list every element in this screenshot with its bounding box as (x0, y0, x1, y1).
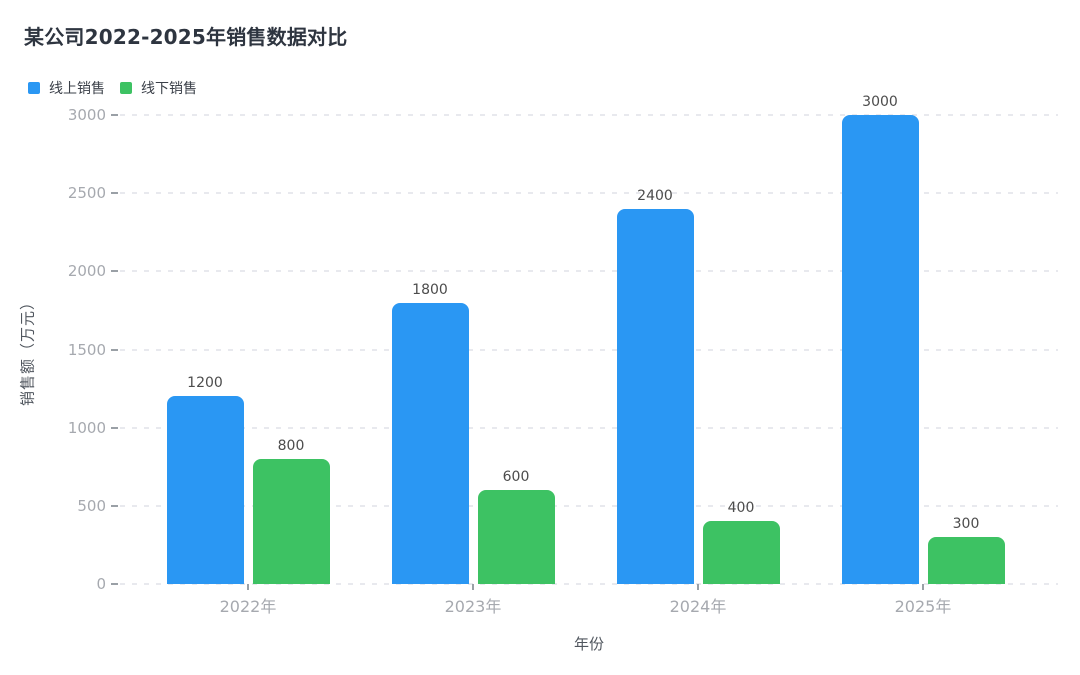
y-tick-mark-icon (111, 270, 118, 273)
bar-value-label: 600 (502, 469, 530, 486)
x-tick-mark-icon (247, 584, 249, 590)
bar-offline-2024年: 400 (702, 500, 780, 584)
bar-value-label: 300 (952, 516, 980, 533)
bar-offline-2022年: 800 (252, 438, 330, 584)
y-tick-label-2500: 2500 (67, 184, 106, 203)
bar-value-label: 1800 (412, 281, 448, 298)
legend: 线上销售 线下销售 (28, 78, 197, 98)
y-tick-mark-icon (111, 426, 118, 429)
x-tick-mark-icon (922, 584, 924, 590)
bar-value-label: 400 (727, 500, 755, 517)
gridline-0 (120, 583, 1058, 585)
x-tick-label-2025年: 2025年 (894, 597, 952, 616)
y-tick-label-500: 500 (77, 496, 106, 515)
legend-swatch-online-icon (28, 82, 40, 94)
y-tick-mark-icon (111, 504, 118, 507)
gridline-500 (120, 504, 1058, 507)
y-tick-mark-icon (111, 348, 118, 351)
gridline-1000 (120, 426, 1058, 429)
legend-swatch-offline-icon (120, 82, 132, 94)
bar-online-2024年: 2400 (616, 188, 694, 584)
y-tick-mark-icon (111, 583, 118, 585)
y-tick-label-1500: 1500 (67, 340, 106, 359)
x-tick-mark-icon (697, 584, 699, 590)
legend-label-online: 线上销售 (49, 81, 105, 97)
gridline-1500 (120, 348, 1058, 351)
x-axis-title: 年份 (573, 635, 604, 653)
y-tick-label-2000: 2000 (67, 262, 106, 281)
y-tick-label-3000: 3000 (67, 106, 106, 124)
bar-online-2023年: 1800 (391, 282, 469, 584)
bar-online-2022年: 1200 (166, 375, 244, 584)
y-tick-mark-icon (111, 192, 118, 195)
gridline-3000 (120, 114, 1058, 116)
x-tick-label-2022年: 2022年 (219, 597, 277, 616)
bar-value-label: 2400 (637, 187, 673, 204)
bar-group-2025年: 3000 300 (841, 94, 1005, 584)
y-tick-mark-icon (111, 114, 118, 116)
bar-value-label: 800 (277, 437, 305, 454)
bar-group-2022年: 1200 800 (166, 115, 330, 584)
bar-group-2023年: 1800 600 (391, 115, 555, 584)
bar-offline-2025年: 300 (927, 516, 1005, 584)
gridline-2000 (120, 270, 1058, 273)
x-tick-mark-icon (472, 584, 474, 590)
x-tick-label-2024年: 2024年 (669, 597, 727, 616)
y-tick-label-0: 0 (96, 575, 106, 593)
bar-value-label: 1200 (187, 375, 223, 392)
x-tick-label-2023年: 2023年 (444, 597, 502, 616)
bar-online-2025年: 3000 (841, 94, 919, 584)
bar-group-2024年: 2400 400 (616, 115, 780, 584)
legend-label-offline: 线下销售 (141, 81, 197, 97)
bar-offline-2023年: 600 (477, 469, 555, 584)
gridline-2500 (120, 192, 1058, 195)
chart-title: 某公司2022-2025年销售数据对比 (24, 25, 348, 49)
legend-item-online: 线上销售 (28, 78, 105, 98)
y-tick-label-1000: 1000 (67, 418, 106, 437)
legend-item-offline: 线下销售 (120, 78, 197, 98)
bar-value-label: 3000 (862, 94, 898, 110)
